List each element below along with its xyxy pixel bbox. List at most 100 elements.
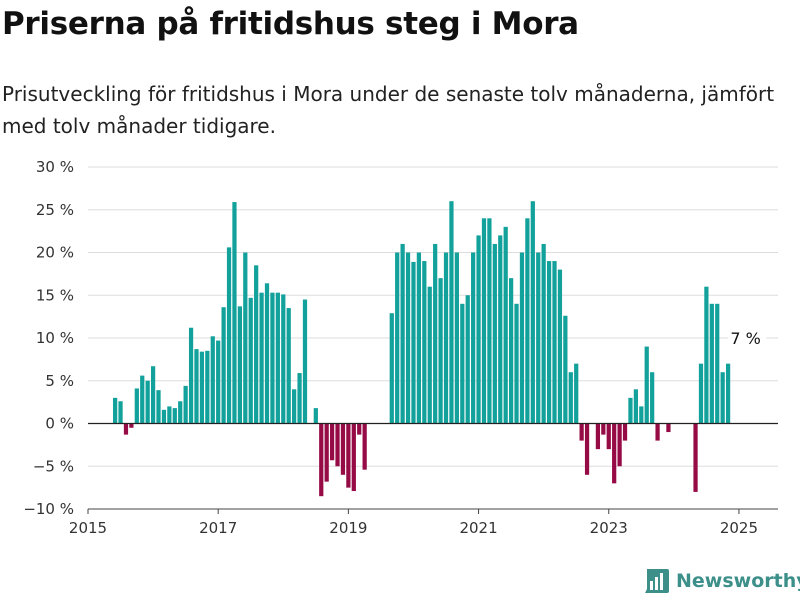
bar [183,385,188,424]
bar [395,252,400,424]
bar [622,423,628,441]
bar [454,252,459,424]
bar [145,380,150,424]
bar [172,408,177,424]
bar [720,372,725,424]
y-tick-label: 0 % [45,415,74,433]
annotation-label: 7 % [730,329,760,348]
bar [199,351,205,424]
bar [335,423,340,467]
bar [492,243,497,424]
bar [248,297,253,424]
bar [389,313,394,424]
bar [574,363,579,424]
bar [329,423,335,461]
y-tick-label: −10 % [23,500,74,518]
bar [568,372,573,424]
bar [519,252,525,424]
y-tick-label: −5 % [33,457,74,475]
bar [216,340,221,424]
bar [161,409,167,424]
bar [541,243,546,424]
x-tick-label: 2021 [459,519,497,537]
bar [405,252,411,424]
bar [123,423,129,435]
bar [259,292,264,424]
bar [557,269,563,424]
y-tick-label: 20 % [36,244,74,262]
bar [140,375,145,424]
bar [281,294,286,424]
bar [639,406,644,424]
bar-chart: −10 % −5 % 0 % 5 % 10 % 15 % 20 % 25 % 30 % 2015 2… [23,158,778,537]
bar [546,261,552,424]
y-tick-label: 10 % [36,329,74,347]
bar [346,423,351,488]
x-tick-label: 2017 [199,519,237,537]
bar [514,303,519,424]
bar [422,261,427,424]
bar [487,218,492,424]
bar [633,389,638,424]
bar [194,349,199,424]
bar [313,408,318,424]
bar [292,389,297,424]
bar [400,243,405,424]
x-tick-label: 2025 [720,519,758,537]
bar [460,303,465,424]
bar [205,350,210,424]
bar [270,292,275,424]
bar [725,363,731,424]
bar [118,401,123,424]
bar-chart-logo-icon [645,569,669,593]
bar [481,218,487,424]
bar [612,423,617,484]
bar [650,372,655,424]
bar [275,292,280,424]
bar [628,397,633,424]
bar [438,278,443,424]
bar [601,423,606,435]
bar [476,235,481,424]
bar [525,218,530,424]
chart-subtitle: Prisutveckling för fritidshus i Mora und… [2,82,775,138]
bar [579,423,584,441]
bar [254,265,259,424]
bar [264,283,270,424]
bar [362,423,367,470]
bar [465,295,470,424]
bar [530,201,535,424]
bar [471,252,476,424]
bar [167,406,172,424]
bar [416,252,422,424]
bar [704,286,709,424]
bar [226,247,232,424]
bar [188,327,194,424]
bar [351,423,356,492]
bar [449,201,454,424]
brand-logo: Newsworthy [644,568,800,594]
bar [433,243,438,424]
bar [509,278,514,424]
y-tick-label: 15 % [36,286,74,304]
bar [324,423,329,482]
bar [237,306,242,424]
bar [563,315,568,424]
bar [427,286,432,424]
bar [210,336,215,424]
bar [503,226,508,424]
bar [297,373,302,424]
bar [698,363,704,424]
bar [552,261,557,424]
bar [411,261,416,424]
bar [178,401,183,424]
bar [666,423,671,433]
bar [595,423,601,450]
bar [129,423,134,428]
x-tick-label: 2023 [590,519,628,537]
y-tick-label: 25 % [36,201,74,219]
bar [584,423,590,475]
bar [606,423,611,450]
bar [134,388,139,424]
bar [232,202,237,424]
